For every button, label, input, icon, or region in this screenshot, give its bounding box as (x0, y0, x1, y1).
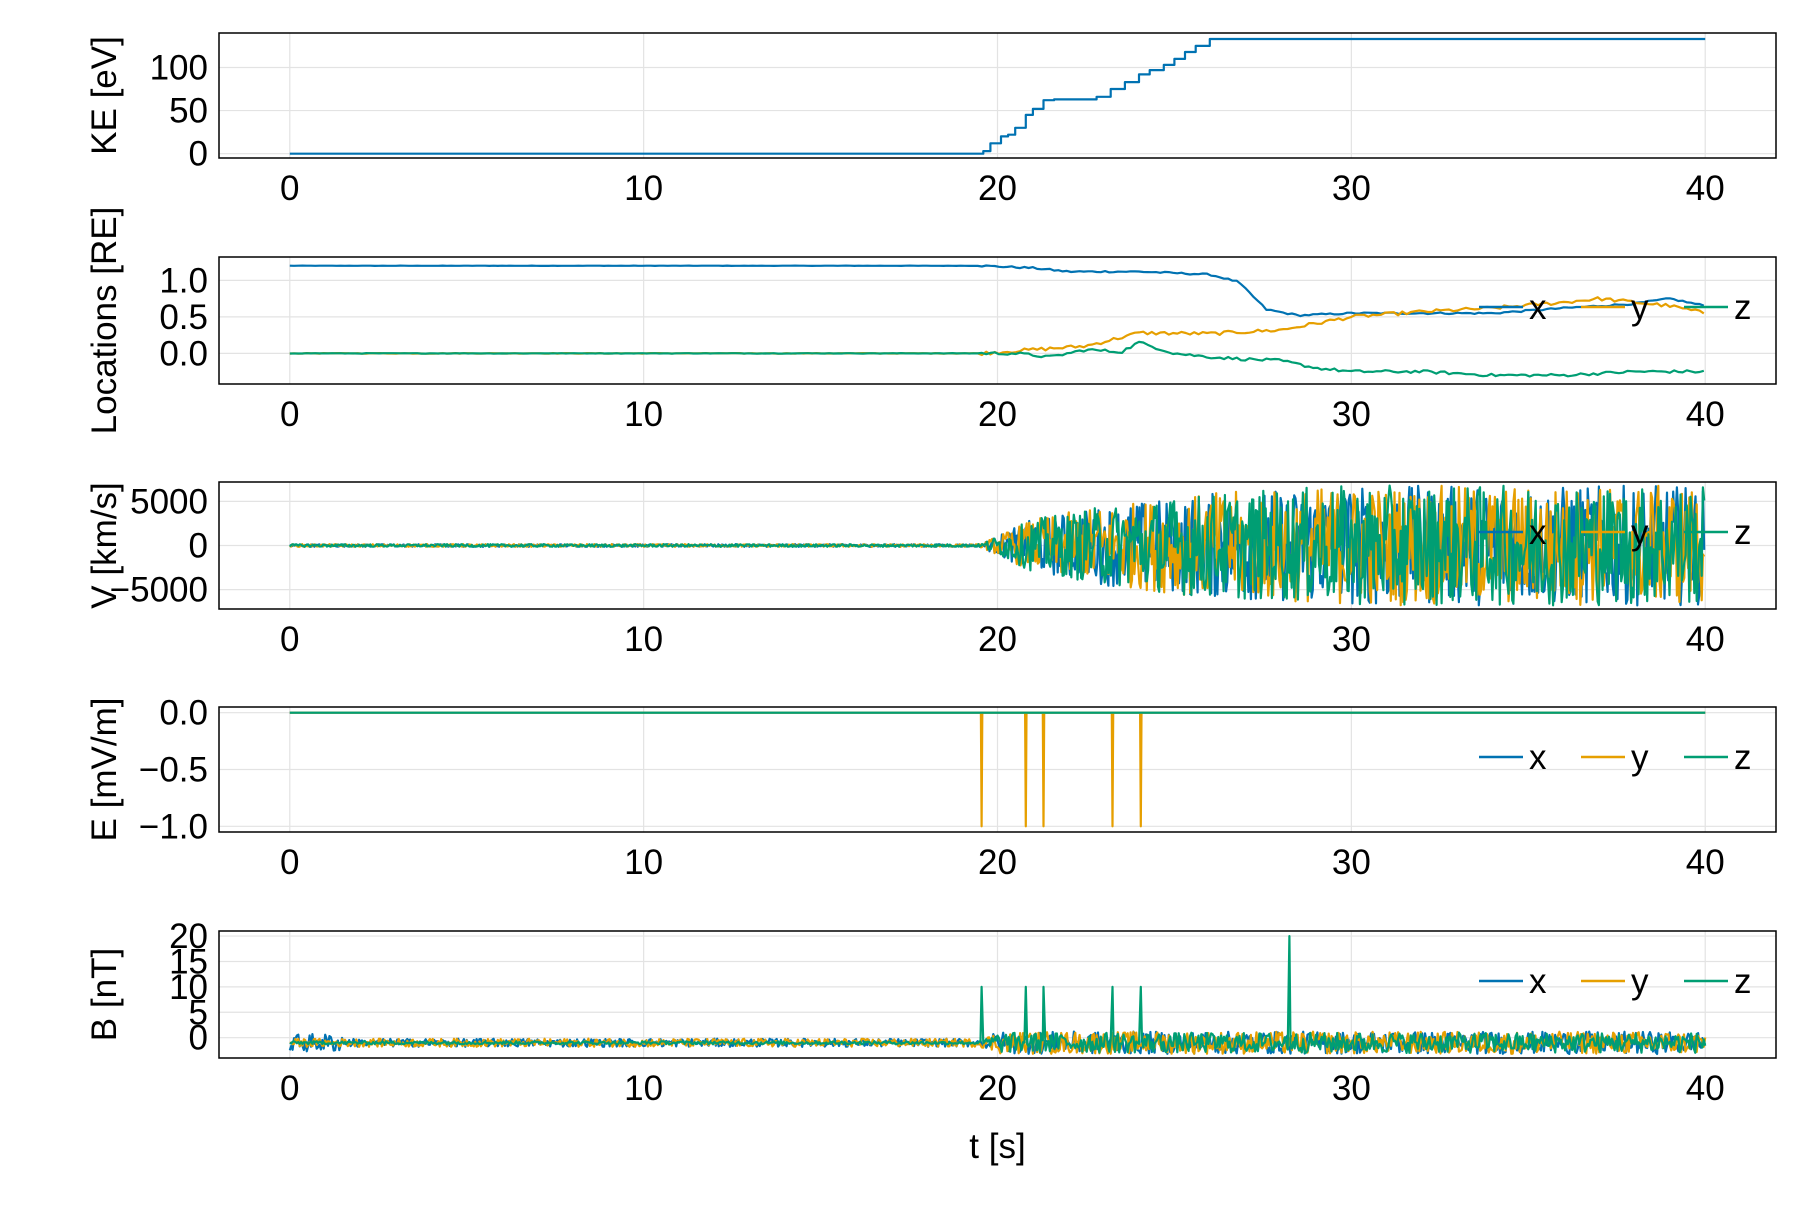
y-tick-label: 0 (189, 1019, 208, 1058)
x-tick-label: 10 (624, 395, 663, 434)
x-tick-label: 20 (978, 620, 1017, 659)
x-tick-label: 30 (1332, 843, 1371, 882)
panel-1: 0 10 20 30 40 0 50 100 KE [eV] (85, 32, 1777, 208)
legend-label-y: y (1631, 738, 1649, 777)
y-tick-label: −0.5 (139, 751, 208, 790)
legend-label-x: x (1529, 738, 1547, 777)
series-line-x (289, 264, 1705, 318)
x-tick-label: 30 (1332, 395, 1371, 434)
y-axis-label: E [mV/m] (85, 698, 124, 842)
panel-4: 0 10 20 30 40 −1.0 −0.5 0.0 E [mV/m] x y z (85, 694, 1777, 882)
plot-area (289, 711, 1706, 828)
x-tick-label: 0 (280, 169, 299, 208)
plot-frame (218, 32, 1777, 159)
legend-label-x: x (1529, 513, 1547, 552)
x-tick-label: 20 (978, 395, 1017, 434)
y-axis-label: Locations [RE] (85, 207, 124, 435)
plot-area (289, 264, 1705, 378)
x-tick-label: 40 (1686, 620, 1725, 659)
x-tick-label: 30 (1332, 1069, 1371, 1108)
y-tick-label: 15 (169, 942, 208, 981)
plot-area (288, 484, 1706, 607)
plot-frame (218, 481, 1777, 610)
x-tick-label: 0 (280, 395, 299, 434)
y-tick-label: 10 (169, 968, 208, 1007)
x-tick-label: 20 (978, 1069, 1017, 1108)
y-tick-label: 0.5 (159, 298, 208, 337)
x-axis-label: t [s] (969, 1127, 1025, 1166)
legend-label-z: z (1734, 513, 1752, 552)
legend: x y z (1479, 738, 1752, 777)
legend-label-y: y (1631, 513, 1649, 552)
x-tick-label: 0 (280, 1069, 299, 1108)
legend-label-z: z (1734, 962, 1752, 1001)
legend-label-y: y (1631, 962, 1649, 1001)
legend: x y z (1479, 513, 1752, 552)
x-tick-label: 30 (1332, 169, 1371, 208)
y-axis-label: B [nT] (85, 948, 124, 1041)
y-tick-label: 0.0 (159, 694, 208, 733)
x-tick-label: 40 (1686, 1069, 1725, 1108)
legend-label-z: z (1734, 738, 1752, 777)
y-tick-label: 0 (189, 527, 208, 566)
y-axis-label: V [km/s] (85, 482, 124, 608)
y-tick-label: −5000 (110, 571, 208, 610)
y-tick-label: 5000 (130, 482, 208, 521)
legend-label-y: y (1631, 288, 1649, 327)
y-tick-label: 5 (189, 993, 208, 1032)
x-tick-label: 0 (280, 620, 299, 659)
x-tick-label: 0 (280, 843, 299, 882)
series-line-z (289, 935, 1707, 1054)
legend-label-x: x (1529, 962, 1547, 1001)
x-tick-label: 30 (1332, 620, 1371, 659)
x-tick-label: 40 (1686, 843, 1725, 882)
panel-2: 0 10 20 30 40 0.00.51.0 Locations [RE] x y z (85, 207, 1777, 435)
y-tick-label: 50 (169, 92, 208, 131)
x-tick-label: 20 (978, 843, 1017, 882)
plot-frame (218, 706, 1777, 833)
series-line-z (288, 484, 1706, 607)
legend-label-x: x (1529, 288, 1547, 327)
y-tick-label: 100 (150, 48, 208, 87)
x-tick-label: 10 (624, 620, 663, 659)
plot-area (288, 935, 1707, 1055)
y-axis-label: KE [eV] (85, 36, 124, 155)
x-tick-label: 20 (978, 169, 1017, 208)
legend: x y z (1479, 288, 1752, 327)
plot-frame (218, 256, 1777, 385)
x-tick-label: 40 (1686, 395, 1725, 434)
legend-label-z: z (1734, 288, 1752, 327)
legend: x y z (1479, 962, 1752, 1001)
y-tick-label: −1.0 (139, 807, 208, 846)
y-tick-label: 1.0 (159, 261, 208, 300)
y-tick-label: 0.0 (159, 334, 208, 373)
series-line-x (289, 37, 1706, 155)
x-tick-label: 10 (624, 843, 663, 882)
x-tick-label: 40 (1686, 169, 1725, 208)
y-tick-label: 0 (189, 135, 208, 174)
plot-area (289, 37, 1706, 155)
x-tick-label: 10 (624, 1069, 663, 1108)
series-line-y (289, 711, 1706, 828)
series-line-z (289, 340, 1705, 378)
plot-frame (218, 930, 1777, 1059)
x-tick-label: 10 (624, 169, 663, 208)
y-tick-label: 20 (169, 917, 208, 956)
